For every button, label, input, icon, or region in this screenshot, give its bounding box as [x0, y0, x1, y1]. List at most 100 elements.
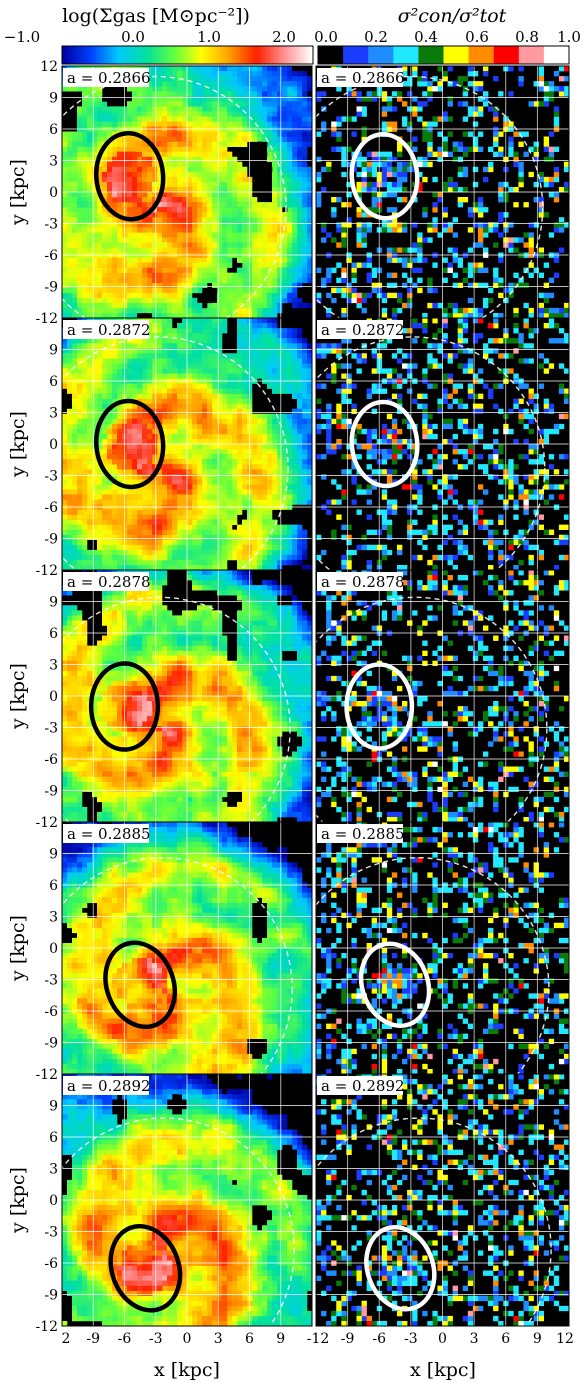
- colorbar-right-tick: 0.6: [465, 28, 489, 46]
- dashed-circle: [62, 75, 287, 318]
- colorbar-left-swatch: [306, 46, 310, 64]
- density-cells: [132, 433, 138, 440]
- density-cells: [177, 479, 183, 485]
- colorbar-left-swatch: [273, 46, 276, 64]
- density-cells: [297, 1063, 303, 1070]
- density-cells: [182, 953, 188, 959]
- density-cells: [197, 580, 283, 798]
- density-cells: [292, 1063, 298, 1070]
- density-cells: [152, 1063, 158, 1070]
- colorbar-right-bin: [393, 46, 419, 64]
- density-cells: [207, 469, 213, 475]
- density-cells: [267, 902, 273, 908]
- density-cells: [212, 822, 218, 828]
- density-cells: [267, 378, 298, 389]
- density-cells: [277, 91, 303, 132]
- density-cells: [222, 1250, 228, 1256]
- density-cells: [147, 126, 178, 168]
- density-cells: [172, 958, 178, 964]
- colorbar-right-bin: [343, 46, 369, 64]
- density-cells: [307, 212, 312, 218]
- x-tick-label: -6: [118, 1331, 132, 1347]
- density-cells: [267, 1300, 293, 1326]
- density-cells: [297, 408, 303, 415]
- density-cells: [147, 126, 163, 132]
- density-cells: [252, 358, 258, 364]
- density-cells: [292, 353, 298, 359]
- density-cells: [262, 811, 268, 818]
- density-cells: [237, 71, 243, 77]
- density-cells: [227, 1099, 233, 1105]
- density-cells: [202, 71, 208, 77]
- density-cells: [157, 514, 163, 520]
- colorbar-left-swatch: [118, 46, 122, 64]
- density-cells: [292, 91, 298, 97]
- density-cells: [142, 454, 148, 460]
- density-cells: [172, 731, 178, 737]
- density-cells: [307, 433, 312, 440]
- density-cells: [177, 1215, 233, 1302]
- density-cells: [117, 1028, 148, 1040]
- density-cells: [147, 1230, 183, 1261]
- colorbar-left-swatch: [137, 46, 140, 64]
- density-cells: [127, 847, 133, 853]
- density-cells: [152, 1074, 158, 1080]
- density-cells: [282, 474, 288, 480]
- density-cells: [107, 610, 133, 656]
- density-cells: [137, 398, 173, 530]
- colorbar-left-swatch: [235, 46, 239, 64]
- density-cells: [262, 96, 268, 102]
- colorbar-left-swatch: [275, 46, 279, 64]
- density-cells: [132, 716, 138, 722]
- density-cells: [72, 917, 258, 1070]
- density-cells: [252, 993, 258, 999]
- density-cells: [292, 338, 298, 344]
- density-cells: [162, 696, 168, 702]
- density-cells: [132, 464, 173, 475]
- density-cells: [97, 358, 228, 546]
- density-cells: [147, 217, 153, 223]
- density-cells: [62, 1074, 312, 1326]
- colorbar-left-swatch: [189, 46, 193, 64]
- density-cells: [87, 1154, 208, 1276]
- colorbar-left-swatch: [206, 46, 210, 64]
- x-tick-label: 6: [245, 1331, 254, 1347]
- density-cells: [242, 1159, 248, 1166]
- density-cells: [302, 791, 308, 798]
- density-cells: [87, 1169, 263, 1326]
- density-cells: [307, 1159, 312, 1166]
- density-cells: [167, 464, 173, 470]
- density-cells: [82, 494, 163, 525]
- density-cells: [307, 887, 312, 893]
- density-cells: [172, 1164, 178, 1171]
- panel-sigma-ratio: a = 0.2866: [316, 66, 569, 318]
- density-cells: [292, 776, 298, 782]
- dashed-circle: [62, 336, 289, 570]
- density-cells: [302, 620, 308, 626]
- density-cells: [282, 1063, 288, 1070]
- scale-factor-label: a = 0.2892: [321, 1077, 405, 1095]
- density-cells: [162, 197, 168, 203]
- density-cells: [307, 731, 312, 737]
- density-cells: [112, 1149, 118, 1155]
- density-cells: [302, 438, 308, 445]
- density-cells: [302, 343, 308, 349]
- density-cells: [307, 816, 312, 822]
- density-cells: [107, 605, 113, 611]
- density-cells: [272, 71, 278, 77]
- density-cells: [177, 1003, 183, 1009]
- density-cells: [182, 398, 188, 404]
- scale-factor-label: a = 0.2892: [67, 1077, 151, 1095]
- density-cells: [302, 469, 308, 475]
- density-cells: [192, 1104, 228, 1120]
- density-cells: [132, 978, 148, 1034]
- density-cells: [147, 242, 153, 248]
- density-cells: [82, 403, 88, 410]
- density-cells: [282, 373, 288, 379]
- density-cells: [272, 1300, 278, 1307]
- density-cells: [262, 1240, 288, 1276]
- density-cells: [132, 176, 138, 183]
- density-cells: [127, 171, 153, 208]
- density-cells: [232, 202, 238, 208]
- density-cells: [167, 408, 173, 415]
